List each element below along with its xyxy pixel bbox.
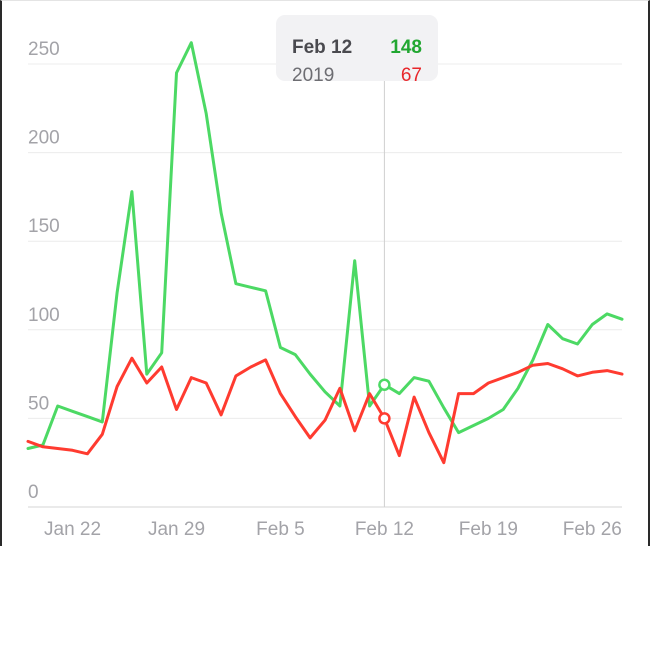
y-tick-label: 150	[28, 216, 60, 237]
selected-point-series-2	[378, 412, 391, 425]
tooltip: Feb 12 148 2019 67	[276, 15, 438, 86]
series-line-1	[26, 41, 624, 450]
tooltip-date: Feb 12	[292, 37, 353, 58]
x-tick-label: Jan 29	[148, 519, 205, 540]
tooltip-value-series2: 67	[400, 65, 422, 86]
y-tick-label: 200	[28, 128, 60, 149]
y-tick-label: 50	[28, 393, 49, 414]
y-tick-label: 0	[28, 482, 39, 503]
y-tick-label: 100	[28, 305, 60, 326]
series-line-2	[26, 356, 624, 465]
y-tick-label: 250	[28, 39, 60, 60]
x-tick-label: Jan 22	[44, 519, 101, 540]
x-tick-label: Feb 12	[355, 519, 414, 540]
selected-point-series-1	[378, 378, 391, 391]
tooltip-year: 2019	[292, 65, 335, 86]
x-tick-label: Feb 5	[256, 519, 305, 540]
chart-area[interactable]	[0, 0, 650, 546]
x-tick-label: Feb 26	[563, 519, 622, 540]
tooltip-value-series1: 148	[390, 37, 422, 58]
x-tick-label: Feb 19	[459, 519, 518, 540]
